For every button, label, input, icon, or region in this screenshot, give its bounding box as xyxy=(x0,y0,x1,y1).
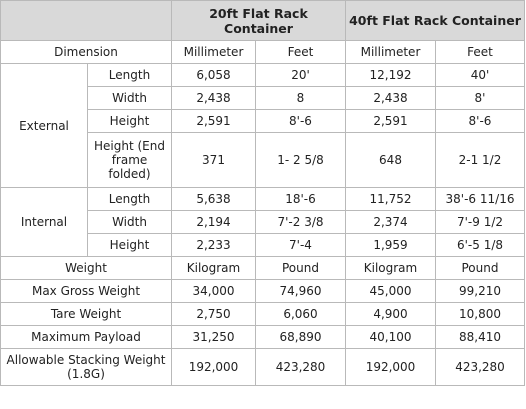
value-cell: 34,000 xyxy=(171,279,256,303)
unit-cell: Pound xyxy=(435,256,525,280)
value-cell: 74,960 xyxy=(255,279,346,303)
table-row: Tare Weight 2,750 6,060 4,900 10,800 xyxy=(0,302,525,326)
row-label: Length xyxy=(87,187,172,211)
value-cell: 12,192 xyxy=(345,63,436,87)
value-cell: 2,750 xyxy=(171,302,256,326)
unit-cell: Kilogram xyxy=(171,256,256,280)
value-cell: 2,438 xyxy=(345,86,436,110)
row-label: Height xyxy=(87,109,172,133)
value-cell: 2,591 xyxy=(171,109,256,133)
value-cell: 68,890 xyxy=(255,325,346,349)
value-cell: 423,280 xyxy=(255,348,346,386)
row-label: Height (End frame folded) xyxy=(87,132,172,188)
external-group-label: External xyxy=(0,63,88,188)
value-cell: 2,374 xyxy=(345,210,436,234)
value-cell: 38'-6 11/16 xyxy=(435,187,525,211)
row-label: Width xyxy=(87,210,172,234)
weight-label: Weight xyxy=(0,256,172,280)
table-row: Width 2,438 8 2,438 8' xyxy=(1,86,525,110)
value-cell: 7'-2 3/8 xyxy=(255,210,346,234)
value-cell: 99,210 xyxy=(435,279,525,303)
value-cell: 192,000 xyxy=(345,348,436,386)
value-cell: 2,233 xyxy=(171,233,256,257)
value-cell: 2,591 xyxy=(345,109,436,133)
row-label: Allowable Stacking Weight (1.8G) xyxy=(0,348,172,386)
value-cell: 20' xyxy=(255,63,346,87)
table-row: Max Gross Weight 34,000 74,960 45,000 99… xyxy=(0,279,525,303)
row-label: Width xyxy=(87,86,172,110)
row-label: Tare Weight xyxy=(0,302,172,326)
table-row: Height 2,233 7'-4 1,959 6'-5 1/8 xyxy=(1,233,525,257)
table-row: External Length 6,058 20' 12,192 40' xyxy=(0,63,525,188)
row-label: Height xyxy=(87,233,172,257)
value-cell: 192,000 xyxy=(171,348,256,386)
internal-group-label: Internal xyxy=(0,187,88,257)
unit-cell: Feet xyxy=(435,40,525,64)
row-label: Maximum Payload xyxy=(0,325,172,349)
value-cell: 371 xyxy=(171,132,256,188)
value-cell: 423,280 xyxy=(435,348,525,386)
value-cell: 7'-9 1/2 xyxy=(435,210,525,234)
value-cell: 31,250 xyxy=(171,325,256,349)
header-40ft: 40ft Flat Rack Container xyxy=(345,0,525,41)
value-cell: 45,000 xyxy=(345,279,436,303)
value-cell: 8 xyxy=(255,86,346,110)
unit-cell: Pound xyxy=(255,256,346,280)
unit-cell: Millimeter xyxy=(171,40,256,64)
row-label: Length xyxy=(87,63,172,87)
value-cell: 40' xyxy=(435,63,525,87)
value-cell: 7'-4 xyxy=(255,233,346,257)
header-row: 20ft Flat Rack Container 40ft Flat Rack … xyxy=(0,0,525,41)
value-cell: 8'-6 xyxy=(435,109,525,133)
row-label: Max Gross Weight xyxy=(0,279,172,303)
value-cell: 1- 2 5/8 xyxy=(255,132,346,188)
header-blank-cell xyxy=(0,0,172,41)
weight-units-row: Weight Kilogram Pound Kilogram Pound xyxy=(0,256,525,280)
value-cell: 40,100 xyxy=(345,325,436,349)
value-cell: 10,800 xyxy=(435,302,525,326)
table-row: Height 2,591 8'-6 2,591 8'-6 xyxy=(1,109,525,133)
table-row: Allowable Stacking Weight (1.8G) 192,000… xyxy=(0,348,525,386)
value-cell: 11,752 xyxy=(345,187,436,211)
unit-cell: Millimeter xyxy=(345,40,436,64)
value-cell: 18'-6 xyxy=(255,187,346,211)
value-cell: 6,060 xyxy=(255,302,346,326)
unit-cell: Feet xyxy=(255,40,346,64)
dimension-units-row: Dimension Millimeter Feet Millimeter Fee… xyxy=(0,40,525,64)
value-cell: 6'-5 1/8 xyxy=(435,233,525,257)
value-cell: 2,194 xyxy=(171,210,256,234)
specs-table: 20ft Flat Rack Container 40ft Flat Rack … xyxy=(0,0,525,386)
table-row: Internal Length 5,638 18'-6 11,752 38'-6… xyxy=(0,187,525,257)
value-cell: 5,638 xyxy=(171,187,256,211)
value-cell: 6,058 xyxy=(171,63,256,87)
value-cell: 8' xyxy=(435,86,525,110)
value-cell: 2,438 xyxy=(171,86,256,110)
value-cell: 1,959 xyxy=(345,233,436,257)
unit-cell: Kilogram xyxy=(345,256,436,280)
table-row: Width 2,194 7'-2 3/8 2,374 7'-9 1/2 xyxy=(1,210,525,234)
header-20ft: 20ft Flat Rack Container xyxy=(171,0,346,41)
value-cell: 88,410 xyxy=(435,325,525,349)
value-cell: 648 xyxy=(345,132,436,188)
value-cell: 4,900 xyxy=(345,302,436,326)
dimension-label: Dimension xyxy=(0,40,172,64)
table-row: Maximum Payload 31,250 68,890 40,100 88,… xyxy=(0,325,525,349)
table-row: Height (End frame folded) 371 1- 2 5/8 6… xyxy=(1,132,525,188)
value-cell: 2-1 1/2 xyxy=(435,132,525,188)
value-cell: 8'-6 xyxy=(255,109,346,133)
